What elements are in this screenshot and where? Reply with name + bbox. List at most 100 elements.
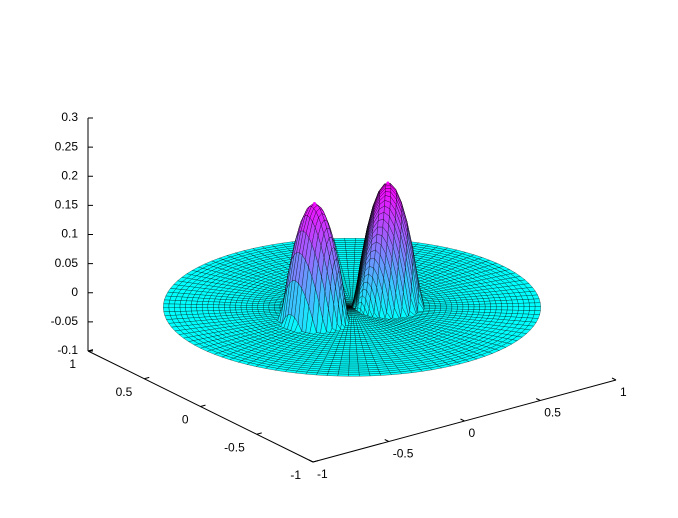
surface-face	[345, 335, 351, 338]
surface-face	[345, 244, 356, 247]
surface-face	[347, 262, 355, 265]
z-tick-label: 0.1	[61, 227, 78, 241]
surface-face	[484, 303, 491, 308]
surface-face	[196, 304, 203, 308]
surface-face	[523, 302, 530, 307]
surface-face	[191, 300, 198, 305]
surface-face	[340, 357, 350, 361]
surface-face	[257, 307, 264, 310]
surface-face	[350, 337, 356, 340]
surface-face	[351, 315, 354, 318]
surface-face	[355, 343, 363, 346]
surface-face	[348, 371, 360, 375]
surface-face	[495, 303, 503, 308]
surface-face	[349, 355, 358, 359]
surface-face	[468, 306, 475, 310]
y-tick-label: 0	[182, 413, 189, 427]
surface-face	[346, 331, 351, 334]
surface-face	[341, 353, 350, 357]
surface-face	[358, 331, 364, 334]
surface-face	[341, 266, 349, 270]
surface-face	[235, 307, 242, 311]
surface-face	[349, 345, 357, 349]
surface-face	[229, 307, 236, 311]
x-tick-label: -1	[317, 467, 328, 481]
surface-face	[347, 325, 352, 328]
surface-face	[472, 301, 480, 305]
surface-face	[377, 219, 384, 228]
surface-face	[478, 301, 486, 305]
surface-face	[342, 272, 349, 276]
surface-face	[473, 306, 480, 310]
y-tick	[87, 349, 94, 352]
surface-face	[354, 333, 360, 336]
surface-face	[347, 327, 352, 330]
surface-face	[347, 270, 354, 273]
surface-face	[348, 276, 354, 280]
surface-face	[348, 280, 354, 284]
surface-face	[346, 256, 355, 259]
surface-face	[440, 304, 447, 308]
surface-face	[353, 272, 360, 276]
surface-face	[345, 337, 351, 340]
surface-face	[355, 341, 362, 344]
surface-face	[257, 303, 264, 306]
surface-face	[251, 303, 259, 306]
surface-face	[351, 311, 353, 314]
surface-face	[357, 329, 363, 332]
peak-apex	[386, 181, 390, 185]
surface-face	[523, 306, 530, 311]
surface-face	[353, 321, 357, 324]
surface-face	[349, 351, 358, 355]
surface-face	[230, 299, 238, 303]
surface-face	[351, 317, 354, 320]
surface-face	[229, 309, 237, 313]
surface-face	[456, 308, 464, 312]
surface-face	[506, 303, 514, 307]
surface-face	[344, 242, 356, 245]
surface-face	[528, 310, 536, 315]
surface-face	[218, 304, 225, 308]
surface-face	[385, 185, 392, 189]
surface-face	[213, 301, 220, 306]
surface-face	[473, 309, 480, 313]
surface-face	[348, 361, 359, 365]
surface-face	[462, 304, 469, 308]
surface-face	[201, 307, 209, 311]
surface-face	[495, 306, 503, 311]
z-tick-label: 0.3	[61, 110, 78, 124]
surface-face	[342, 331, 348, 334]
surface-face	[358, 373, 371, 377]
surface-face	[350, 290, 353, 294]
surface-face	[344, 341, 351, 344]
surface-face	[423, 305, 430, 308]
surface-face	[348, 323, 352, 326]
surface-face	[353, 274, 359, 278]
surface-face	[516, 299, 524, 304]
surface-face	[251, 307, 259, 310]
surface-face	[346, 258, 355, 261]
surface-face	[501, 306, 508, 311]
surface-face	[196, 307, 203, 312]
surface-face	[429, 305, 436, 308]
surface-face	[196, 310, 204, 315]
surface-face	[213, 304, 220, 308]
x-tick	[611, 377, 617, 381]
surface-face	[506, 309, 513, 314]
y-tick	[256, 432, 262, 435]
surface-face	[490, 303, 497, 308]
surface-face	[235, 309, 243, 313]
x-tick-label: -0.5	[393, 447, 414, 461]
surface-face	[439, 302, 447, 306]
surface-face	[445, 302, 452, 306]
y-tick	[312, 460, 319, 463]
surface-face	[268, 305, 275, 308]
surface-face	[501, 303, 508, 307]
surface-face	[251, 305, 258, 308]
surface-face	[517, 302, 525, 307]
surface-face	[168, 299, 176, 305]
surface-face	[505, 299, 513, 304]
surface-face	[190, 304, 197, 308]
surface-face	[347, 266, 355, 269]
